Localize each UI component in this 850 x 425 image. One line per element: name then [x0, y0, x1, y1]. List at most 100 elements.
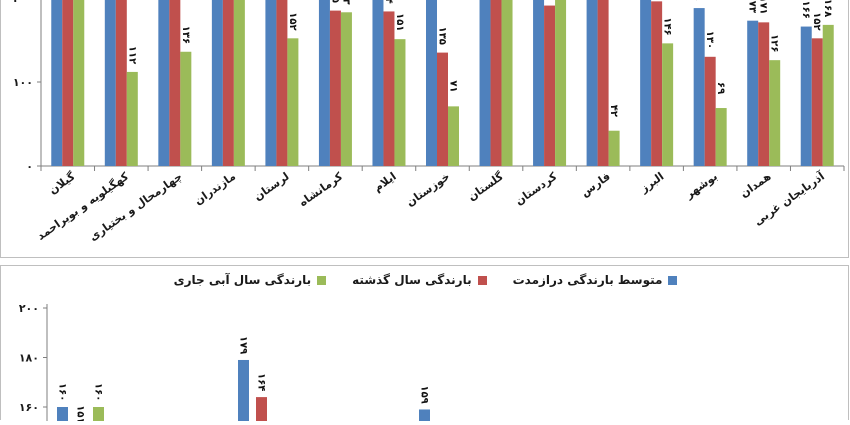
y-tick-label: ۰ — [26, 160, 33, 173]
bar-last-year — [758, 22, 769, 166]
bar-last-year — [544, 6, 555, 166]
bar-last-year — [491, 0, 502, 166]
data-label: ۷۱ — [448, 80, 459, 92]
bar-current — [73, 0, 84, 166]
x-tick-label: لرستان — [252, 170, 292, 203]
legend-swatch-long-term — [668, 276, 677, 285]
bottom-chart-panel: متوسط بارندگی درازمدت بارندگی سال گذشته … — [0, 265, 849, 420]
bar-long-term — [105, 0, 116, 166]
bar-long-term — [158, 0, 169, 166]
bar-long-term — [640, 0, 651, 166]
y-tick-label: ۱۸۰ — [19, 352, 39, 365]
legend-item-current: بارندگی سال آبی جاری — [174, 273, 327, 287]
bar-last-year — [116, 0, 127, 166]
x-tick-label: بوشهر — [682, 170, 720, 202]
top-chart-svg: ۰۱۰۰۲۰۰گیلان۱۱۲کهگیلویه و بویراحمد۱۳۶چها… — [1, 0, 850, 258]
bar-long-term — [51, 0, 62, 166]
bar-current — [127, 72, 138, 166]
data-label: ۱۷۳ — [747, 0, 758, 13]
top-chart-panel: ۰۱۰۰۲۰۰گیلان۱۱۲کهگیلویه و بویراحمد۱۳۶چها… — [0, 0, 849, 258]
bar-current — [448, 106, 459, 166]
bar-long-term — [747, 21, 758, 166]
bar-last-year — [705, 57, 716, 166]
data-label: ۱۵۲ — [811, 12, 822, 30]
bar-current — [609, 131, 620, 166]
legend-item-long-term: متوسط بارندگی درازمدت — [513, 273, 678, 287]
bar-last-year — [598, 0, 609, 166]
x-tick-label: فارس — [578, 170, 612, 199]
x-tick-label: البرز — [637, 170, 666, 196]
data-label: ۱۳۰ — [704, 31, 715, 49]
bar-last-year — [223, 0, 234, 166]
chart-legend: متوسط بارندگی درازمدت بارندگی سال گذشته … — [1, 273, 850, 287]
bar-last-year — [651, 1, 662, 166]
legend-label-current: بارندگی سال آبی جاری — [174, 273, 312, 287]
data-label: ۱۳۵ — [437, 27, 448, 45]
x-tick-label: گلستان — [465, 169, 506, 203]
x-tick-label: خوزستان — [404, 170, 452, 209]
bar-current — [823, 25, 834, 166]
bar-current — [287, 38, 298, 166]
bar-long-term — [238, 360, 249, 421]
data-label: ۱۶۴ — [256, 373, 267, 391]
bar-last-year — [812, 38, 823, 166]
bar-last-year — [330, 11, 341, 166]
data-label: ۴۲ — [608, 105, 619, 117]
bar-last-year — [276, 0, 287, 166]
x-tick-label: کردستان — [513, 169, 560, 207]
legend-label-long-term: متوسط بارندگی درازمدت — [513, 273, 663, 287]
bar-current — [180, 52, 191, 166]
x-tick-label: ایلام — [371, 170, 398, 195]
data-label: ۱۷۹ — [238, 336, 249, 354]
data-label: ۱۶۸ — [822, 0, 833, 17]
bar-current — [662, 43, 673, 166]
data-label: ۱۵۹ — [419, 385, 430, 403]
data-label: ۶۹ — [715, 82, 726, 94]
data-label: ۱۷۱ — [758, 0, 769, 15]
bar-current — [769, 60, 780, 166]
bar-long-term — [480, 0, 491, 166]
bar-long-term — [319, 0, 330, 166]
bar-long-term — [265, 0, 276, 166]
bar-current — [555, 0, 566, 166]
data-label: ۱۱۲ — [126, 46, 137, 64]
bar-long-term — [212, 0, 223, 166]
bar-current — [93, 407, 104, 421]
bar-long-term — [694, 8, 705, 166]
data-label: ۱۸۳ — [340, 0, 351, 5]
x-tick-label: کهگیلویه و بویراحمد — [35, 169, 132, 242]
y-tick-label: ۲۰۰ — [19, 302, 39, 315]
legend-label-last-year: بارندگی سال گذشته — [352, 273, 471, 287]
x-tick-label: گیلان — [47, 169, 78, 196]
bar-long-term — [372, 0, 383, 166]
data-label: ۱۶۰ — [93, 383, 104, 401]
bar-last-year — [383, 11, 394, 166]
x-tick-label: چهارمحال و بختیاری — [87, 170, 185, 244]
data-label: ۱۲۶ — [769, 34, 780, 52]
legend-swatch-current — [317, 276, 326, 285]
bar-current — [394, 39, 405, 166]
bar-long-term — [533, 0, 544, 166]
bar-last-year — [169, 0, 180, 166]
legend-item-last-year: بارندگی سال گذشته — [352, 273, 486, 287]
bar-last-year — [62, 0, 73, 166]
y-tick-label: ۱۶۰ — [19, 401, 39, 414]
bar-last-year — [256, 397, 267, 421]
x-tick-label: همدان — [738, 170, 774, 200]
bar-last-year — [437, 53, 448, 166]
bar-long-term — [426, 0, 437, 166]
bar-long-term — [419, 409, 430, 421]
x-tick-label: مازندران — [192, 170, 238, 208]
data-label: ۱۶۰ — [57, 383, 68, 401]
bar-current — [234, 0, 245, 166]
y-tick-label: ۲۰۰ — [13, 0, 33, 5]
data-label: ۱۸۵ — [329, 0, 340, 3]
bar-long-term — [587, 0, 598, 166]
data-label: ۱۴۶ — [662, 17, 673, 35]
legend-swatch-last-year — [478, 276, 487, 285]
data-label: ۱۳۶ — [180, 26, 191, 44]
x-tick-label: کرمانشاه — [297, 169, 346, 209]
bar-long-term — [801, 27, 812, 166]
data-label: ۱۵۲ — [287, 12, 298, 30]
